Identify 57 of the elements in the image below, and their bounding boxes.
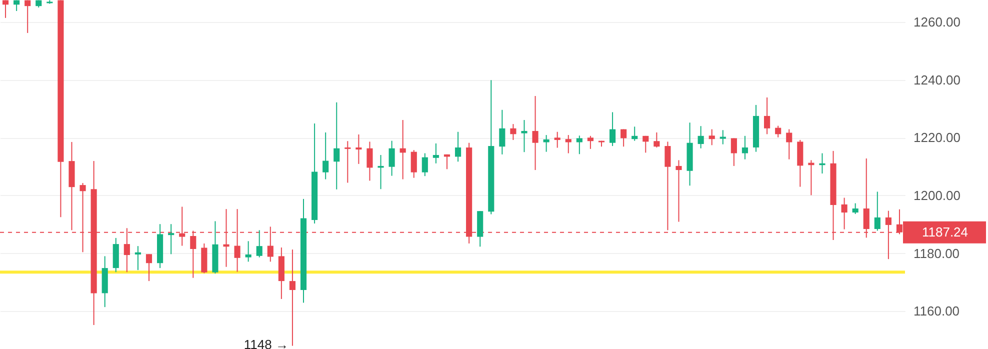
candlestick: [654, 132, 660, 148]
candlestick: [322, 132, 329, 180]
candlestick: [388, 140, 395, 176]
candlestick: [775, 125, 782, 138]
candlestick: [874, 191, 880, 232]
candlestick: [532, 95, 538, 171]
candlestick: [609, 112, 616, 147]
candlestick: [400, 119, 406, 180]
candlestick: [134, 246, 141, 271]
candlestick: [730, 138, 737, 166]
candlestick: [742, 135, 748, 160]
candlestick: [245, 240, 252, 262]
candlestick: [642, 135, 649, 154]
candlestick: [499, 109, 506, 155]
candlestick: [554, 131, 560, 148]
candlestick: [510, 124, 516, 140]
candlestick: [24, 0, 31, 34]
ref-line-label: 1187.24: [922, 224, 968, 240]
candlestick: [764, 96, 770, 135]
y-tick-label: 1220.00: [914, 130, 960, 146]
candlestick: [378, 154, 384, 190]
candlestick: [632, 126, 638, 142]
candlestick: [664, 141, 671, 231]
candlestick: [676, 160, 682, 222]
candlestick: [454, 131, 462, 162]
y-tick-label: 1260.00: [914, 14, 960, 30]
y-tick-label: 1180.00: [914, 246, 960, 261]
candlestick: [797, 139, 804, 188]
candlestick: [720, 130, 726, 145]
candlestick: [841, 197, 848, 230]
candlestick: [422, 152, 428, 177]
candlestick: [356, 134, 362, 164]
y-tick-label: 1160.00: [914, 304, 960, 319]
candlestick: [819, 152, 826, 174]
candlestick: [256, 230, 262, 258]
candlestick: [432, 142, 439, 164]
candlestick: [344, 140, 351, 184]
candlestick: [168, 224, 174, 255]
candlestick: [2, 0, 9, 18]
candlestick: [576, 135, 582, 155]
candlestick: [366, 141, 373, 182]
candlestick: [708, 128, 715, 146]
y-tick-label: 1240.00: [914, 72, 960, 88]
candlestick: [146, 254, 152, 282]
candlestick: [587, 135, 594, 150]
y-tick-label: 1200.00: [914, 188, 960, 203]
candlestick: [698, 126, 704, 149]
candlestick: [543, 134, 550, 152]
annotation: 1148 →: [244, 336, 288, 349]
candlestick: [334, 102, 340, 190]
candlestick: [521, 119, 528, 153]
candlestick: [852, 202, 858, 214]
candlestick: [620, 128, 627, 148]
candlestick: [786, 128, 792, 160]
candlestick: [410, 150, 417, 178]
candlestick: [565, 134, 572, 154]
candlestick: [289, 249, 296, 346]
